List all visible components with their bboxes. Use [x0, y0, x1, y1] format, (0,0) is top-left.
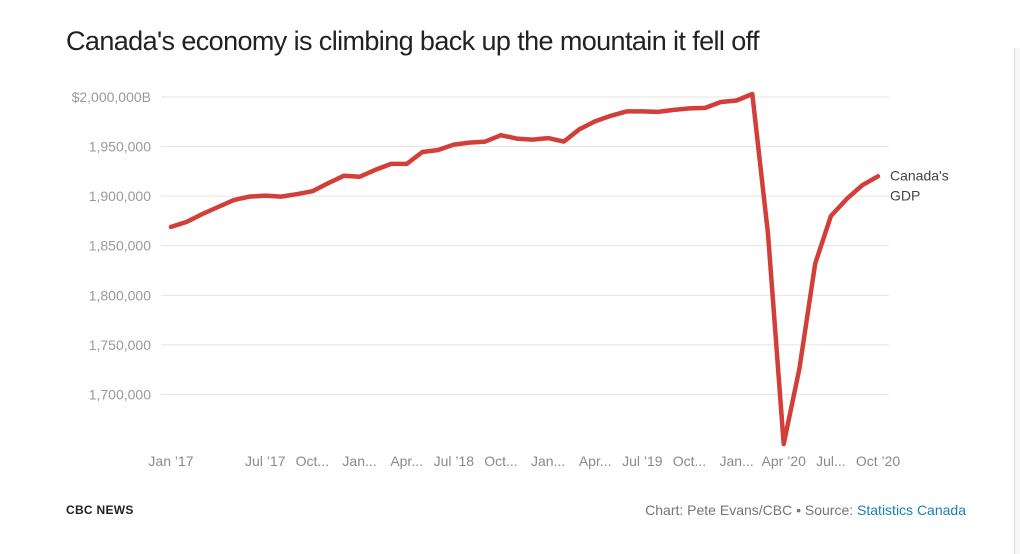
x-tick-label: Jul... [816, 453, 846, 469]
y-tick-label: 1,950,000 [89, 139, 151, 155]
x-tick-label: Apr ’20 [762, 453, 807, 469]
x-tick-label: Oct ’20 [856, 453, 901, 469]
credit-text: Chart: Pete Evans/CBC • Source: [645, 502, 858, 518]
x-tick-label: Jan... [719, 453, 753, 469]
x-tick-label: Apr... [390, 453, 423, 469]
source-link[interactable]: Statistics Canada [857, 502, 966, 518]
x-axis: Jan ’17 Jul ’17 Oct... Jan... Apr... Jul ’18 O… [148, 453, 900, 469]
series-label-line: Canada's [890, 167, 949, 183]
x-tick-label: Jul ’18 [434, 453, 475, 469]
y-tick-label: 1,850,000 [89, 238, 151, 254]
x-tick-label: Jan ’17 [148, 453, 193, 469]
x-tick-label: Jul ’19 [622, 453, 663, 469]
y-tick-label: 1,800,000 [89, 287, 151, 303]
x-tick-label: Jan... [531, 453, 565, 469]
x-tick-label: Oct... [296, 453, 329, 469]
y-tick-label: 1,900,000 [89, 188, 151, 204]
y-tick-label: 1,750,000 [89, 337, 151, 353]
y-axis: $2,000,000B 1,950,000 1,900,000 1,850,000 1,… [72, 89, 152, 402]
series-label-canada-gdp: Canada's GDP [890, 167, 949, 203]
x-tick-label: Jul ’17 [245, 453, 286, 469]
gridlines [161, 96, 889, 395]
x-tick-label: Apr... [579, 453, 612, 469]
y-tick-label: $2,000,000B [72, 89, 151, 105]
scrollbar-track[interactable] [1014, 48, 1020, 554]
series-label-line: GDP [890, 187, 920, 203]
x-tick-label: Jan... [342, 453, 376, 469]
chart-title: Canada's economy is climbing back up the… [66, 26, 760, 56]
x-tick-label: Oct... [673, 453, 706, 469]
series-line-canada-gdp [168, 91, 881, 447]
cbc-news-logo: CBC NEWS [66, 503, 134, 517]
x-tick-label: Oct... [484, 453, 517, 469]
chart-credit: Chart: Pete Evans/CBC • Source: Statisti… [645, 502, 966, 518]
y-tick-label: 1,700,000 [89, 386, 151, 402]
